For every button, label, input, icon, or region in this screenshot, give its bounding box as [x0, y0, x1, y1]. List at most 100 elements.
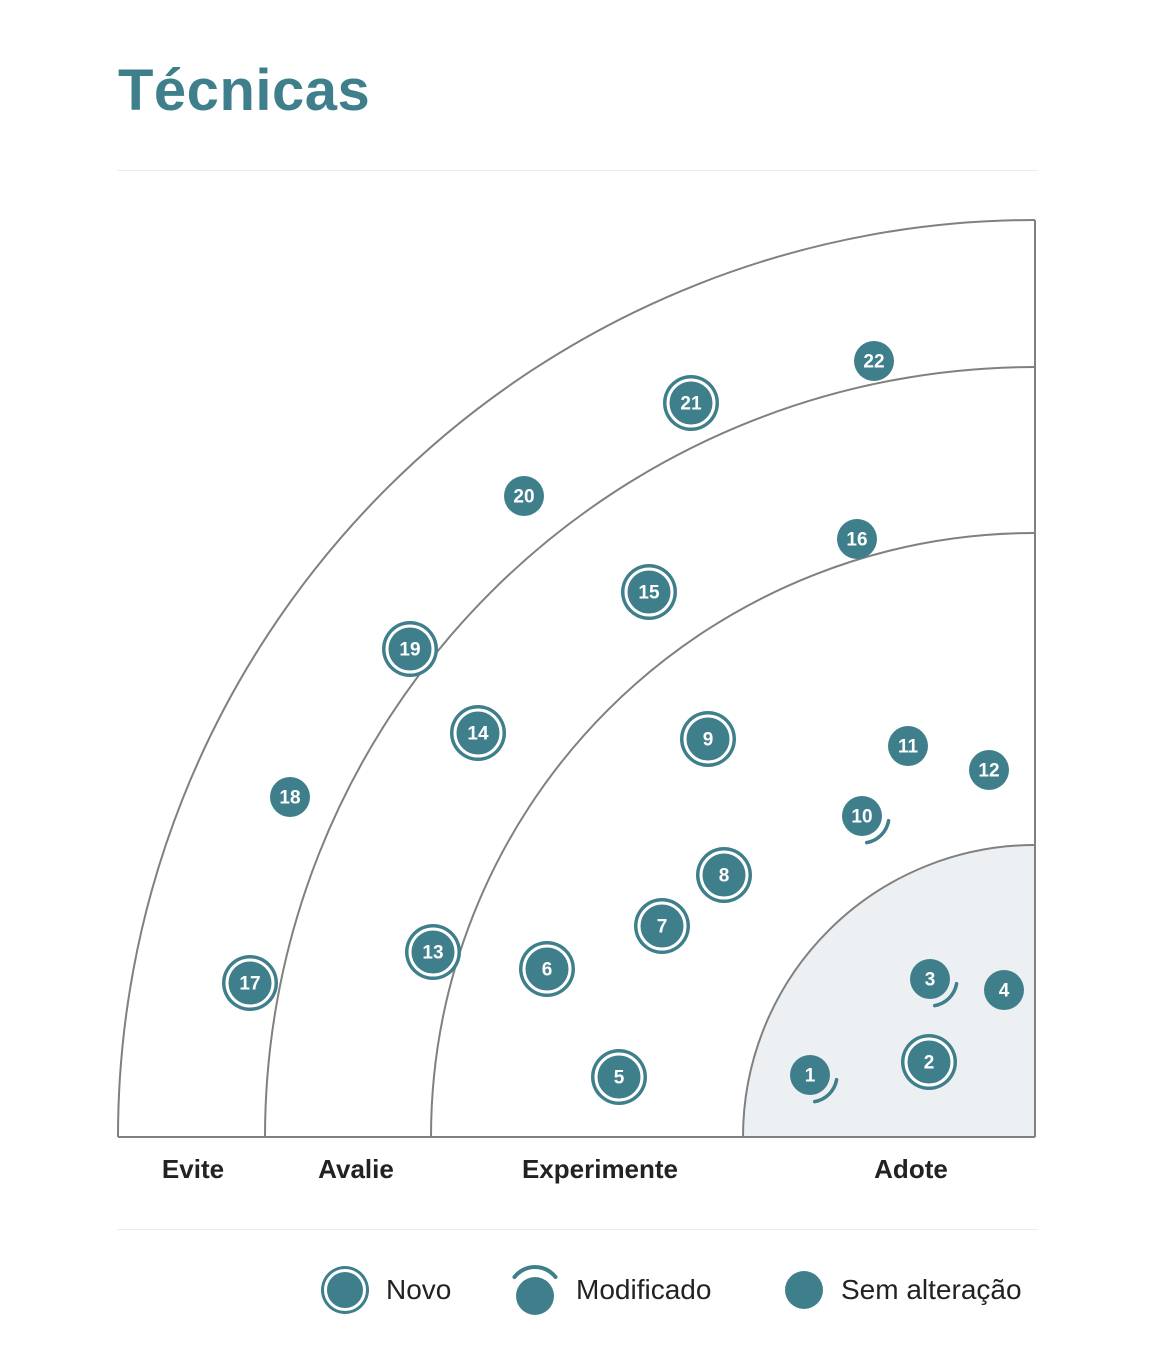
legend-item-unchanged: Sem alteração — [781, 1262, 1022, 1318]
blip-15[interactable]: 15 — [621, 564, 677, 620]
blip-5[interactable]: 5 — [591, 1049, 647, 1105]
new-blip-ring — [683, 714, 733, 764]
new-blip-icon — [621, 564, 677, 620]
modified-arc-icon — [932, 981, 959, 1008]
unchanged-blip-icon — [785, 1271, 823, 1309]
blip-2[interactable]: 2 — [901, 1034, 957, 1090]
ring-labels: Evite Avalie Experimente Adote — [162, 1154, 948, 1184]
blip-number: 2 — [924, 1053, 935, 1074]
new-blip-icon — [901, 1034, 957, 1090]
new-blip-ring — [699, 850, 749, 900]
unchanged-blip-icon — [969, 750, 1009, 790]
modified-blip-icon — [512, 1264, 558, 1315]
ring-label-experimente: Experimente — [522, 1154, 678, 1184]
ring-label-avalie: Avalie — [318, 1154, 394, 1184]
new-blip-icon — [591, 1049, 647, 1105]
new-blip-icon — [680, 711, 736, 767]
modified-blip-icon — [790, 1055, 830, 1095]
blip-number: 10 — [851, 807, 872, 828]
unchanged-blip-icon — [504, 476, 544, 516]
blip-number: 16 — [846, 530, 867, 551]
blip-number: 5 — [614, 1068, 625, 1089]
blip-14[interactable]: 14 — [450, 705, 506, 761]
unchanged-blip-icon — [270, 777, 310, 817]
ring-label-adote: Adote — [874, 1154, 948, 1184]
blip-10[interactable]: 10 — [842, 796, 891, 845]
ring-label-evite: Evite — [162, 1154, 224, 1184]
title-divider — [117, 170, 1038, 171]
new-blip-ring — [453, 708, 503, 758]
new-blip-icon — [634, 898, 690, 954]
unchanged-blip-icon — [837, 519, 877, 559]
blip-number: 17 — [239, 974, 260, 995]
blip-number: 4 — [999, 981, 1010, 1002]
blip-number: 3 — [925, 970, 936, 991]
blip-16[interactable]: 16 — [837, 519, 877, 559]
ring-boundary-avalie — [264, 366, 1036, 1138]
blip-number: 18 — [279, 788, 300, 809]
blip-3[interactable]: 3 — [910, 959, 959, 1008]
ring-boundary-experimente — [430, 532, 1036, 1138]
modified-arc-icon — [812, 1077, 839, 1104]
blip-7[interactable]: 7 — [634, 898, 690, 954]
blip-1[interactable]: 1 — [790, 1055, 839, 1104]
new-blip-ring — [385, 624, 435, 674]
modified-blip-icon — [910, 959, 950, 999]
blip-number: 20 — [513, 487, 534, 508]
blip-12[interactable]: 12 — [969, 750, 1009, 790]
blip-20[interactable]: 20 — [504, 476, 544, 516]
legend-label-new: Novo — [386, 1274, 452, 1305]
blip-number: 22 — [863, 352, 884, 373]
legend-divider — [117, 1229, 1038, 1230]
blip-number: 15 — [638, 583, 660, 604]
blip-6[interactable]: 6 — [519, 941, 575, 997]
new-blip-ring — [904, 1037, 954, 1087]
blip-19[interactable]: 19 — [382, 621, 438, 677]
ring-boundary-evite — [117, 219, 1036, 1138]
legend-label-unchanged: Sem alteração — [841, 1274, 1022, 1305]
blip-number: 13 — [422, 943, 443, 964]
ring-boundary-adote — [742, 844, 1036, 1138]
blip-8[interactable]: 8 — [696, 847, 752, 903]
new-blip-icon — [405, 924, 461, 980]
legend-item-new: Novo — [318, 1262, 451, 1318]
blip-number: 14 — [467, 724, 489, 745]
blip-number: 9 — [703, 730, 714, 751]
blip-number: 11 — [898, 737, 919, 758]
new-blip-icon — [696, 847, 752, 903]
page-title: Técnicas — [118, 58, 371, 123]
blip-number: 7 — [657, 917, 668, 938]
blip-number: 6 — [542, 960, 553, 981]
new-blip-icon — [450, 705, 506, 761]
new-blip-icon — [321, 1266, 369, 1314]
modified-blip-icon — [842, 796, 882, 836]
new-blip-icon — [222, 955, 278, 1011]
blip-18[interactable]: 18 — [270, 777, 310, 817]
blip-number: 1 — [805, 1066, 816, 1087]
new-blip-ring — [522, 944, 572, 994]
new-blip-ring — [637, 901, 687, 951]
new-blip-ring — [225, 958, 275, 1008]
blip-17[interactable]: 17 — [222, 955, 278, 1011]
blip-22[interactable]: 22 — [854, 341, 894, 381]
blip-number: 19 — [399, 640, 420, 661]
blip-9[interactable]: 9 — [680, 711, 736, 767]
unchanged-blip-icon — [984, 970, 1024, 1010]
modified-arc-icon — [864, 818, 891, 845]
new-blip-ring — [624, 567, 674, 617]
unchanged-blip-icon — [854, 341, 894, 381]
blip-13[interactable]: 13 — [405, 924, 461, 980]
new-blip-ring — [666, 378, 716, 428]
new-blip-icon — [663, 375, 719, 431]
unchanged-blip-icon — [888, 726, 928, 766]
blip-11[interactable]: 11 — [888, 726, 928, 766]
blip-4[interactable]: 4 — [984, 970, 1024, 1010]
blip-21[interactable]: 21 — [663, 375, 719, 431]
legend-item-modified: Modificado — [508, 1262, 711, 1318]
new-blip-ring — [408, 927, 458, 977]
blip-number: 8 — [719, 866, 730, 887]
new-blip-ring — [594, 1052, 644, 1102]
new-blip-icon — [382, 621, 438, 677]
